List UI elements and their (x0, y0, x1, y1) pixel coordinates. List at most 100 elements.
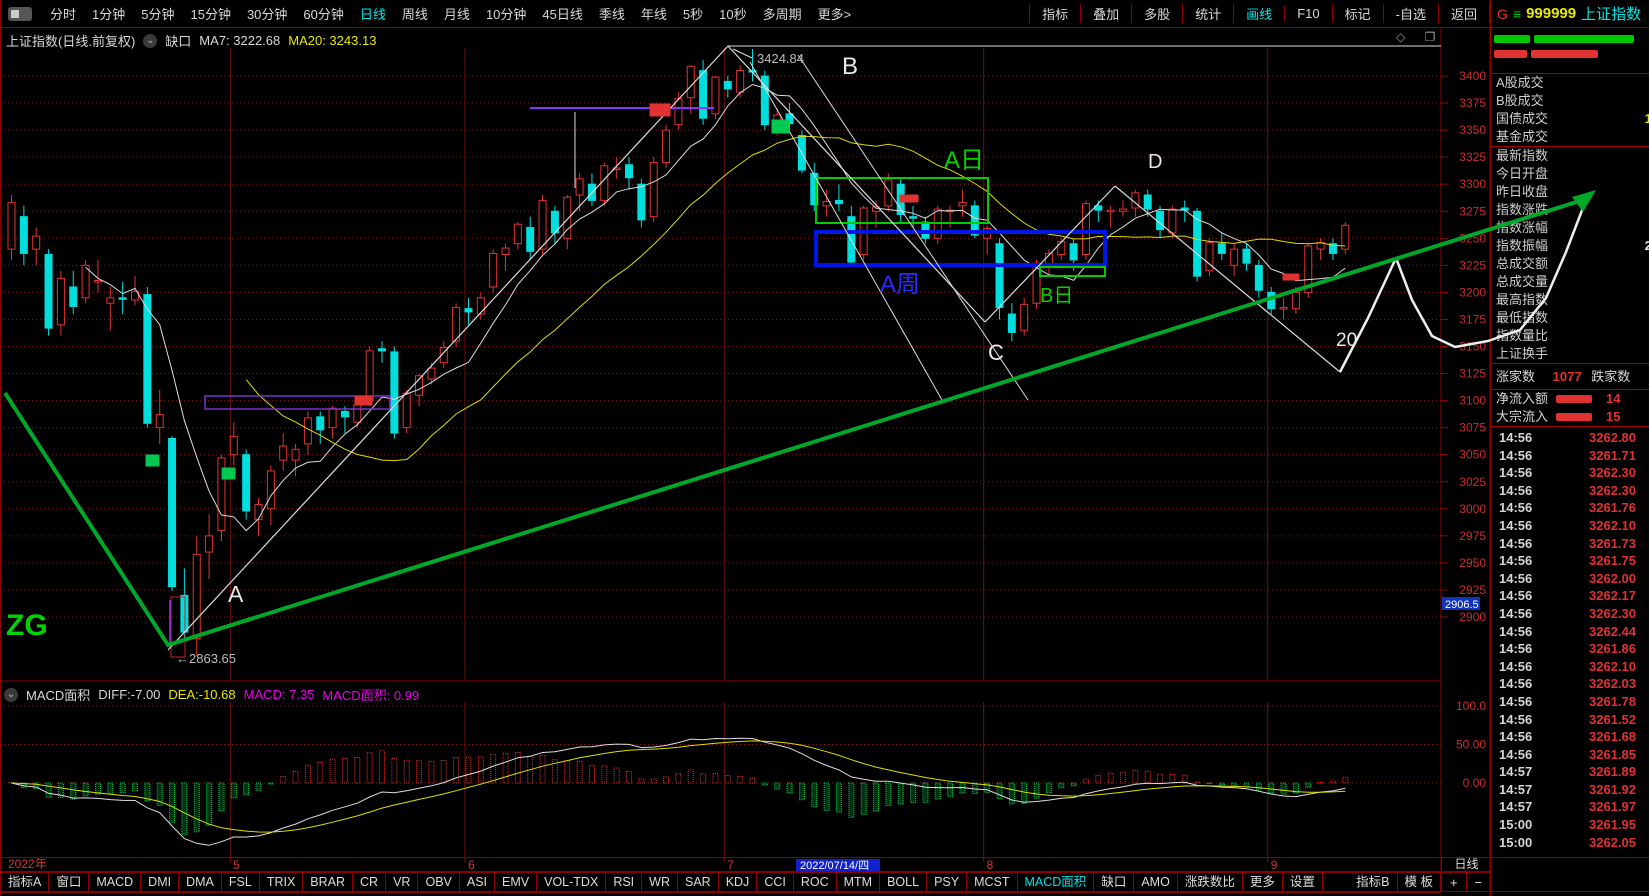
quote-row-指数涨跌: 指数涨跌 (1496, 202, 1549, 217)
svg-text:3225: 3225 (1459, 258, 1486, 272)
menu-tool-多股[interactable]: 多股 (1131, 4, 1182, 23)
indicator-tab-bar: 指标A 窗口 MACD DMI DMA FSL TRIX BRAR CR VR OBV ASI EMV V… (0, 872, 1441, 893)
menu-tool-标记[interactable]: 标记 (1331, 4, 1383, 23)
indicator-tab-KDJ[interactable]: KDJ (719, 873, 758, 892)
indicator-tab-DMA[interactable]: DMA (179, 873, 222, 892)
quote-row-指数量比: 指数量比 (1496, 328, 1549, 343)
chevron-down-icon[interactable]: ⌄ (4, 687, 18, 702)
indicator-tab-EMV[interactable]: EMV (495, 873, 538, 892)
indicator-tab-SAR[interactable]: SAR (678, 873, 719, 892)
quote-row-B股成交: B股成交 (1496, 93, 1544, 108)
flow-rows: 净流入额 14 大宗流入 15 (1491, 390, 1649, 426)
tick-row: 15:00 3261.95 (1499, 817, 1636, 833)
indicator-tab-ASI[interactable]: ASI (460, 873, 496, 892)
menu-period-分时[interactable]: 分时 (50, 7, 77, 22)
indicator-tab-VOL-TDX[interactable]: VOL-TDX (537, 873, 607, 892)
indicator-tab-PSY[interactable]: PSY (927, 873, 968, 892)
tick-row: 14:56 3262.80 (1499, 430, 1636, 445)
indicator-tab-MACD[interactable]: MACD (89, 873, 142, 892)
tick-row: 14:56 3261.76 (1499, 500, 1636, 516)
svg-text:9: 9 (1271, 858, 1278, 872)
quote-row-基金成交: 基金成交 (1496, 129, 1549, 144)
menu-period-更多>[interactable]: 更多> (817, 7, 852, 22)
svg-text:3300: 3300 (1459, 177, 1486, 191)
indicator-tab-BOLL[interactable]: BOLL (880, 873, 928, 892)
menu-period-周线[interactable]: 周线 (401, 7, 428, 22)
tick-row: 14:56 3261.71 (1499, 447, 1636, 463)
indicator-tab-窗口[interactable]: 窗口 (49, 873, 90, 892)
indicator-tab-TRIX[interactable]: TRIX (260, 873, 304, 892)
main-chart-plot[interactable] (0, 28, 1441, 858)
menu-period-季线[interactable]: 季线 (598, 7, 625, 22)
menu-tool--自选[interactable]: -自选 (1382, 4, 1438, 23)
indicator-tab-DMI[interactable]: DMI (141, 873, 180, 892)
menu-tool-F10[interactable]: F10 (1284, 6, 1331, 21)
indicator-tab-MCST[interactable]: MCST (967, 873, 1018, 892)
indicator-tab-指标B[interactable]: 指标B (1349, 873, 1398, 892)
indicator-tab-CCI[interactable]: CCI (757, 873, 794, 892)
menu-tool-叠加[interactable]: 叠加 (1080, 4, 1131, 23)
svg-text:2925: 2925 (1459, 583, 1486, 597)
indicator-tab-VR[interactable]: VR (386, 873, 419, 892)
menu-period-15分钟[interactable]: 15分钟 (190, 7, 231, 22)
indicator-tab-更多[interactable]: 更多 (1243, 873, 1283, 892)
index-rows: 最新指数今日开盘昨日收盘指数涨跌指数涨幅指数振幅2 总成交额总成交量最高指数最低指… (1491, 147, 1649, 363)
tick-row: 14:56 3262.17 (1499, 588, 1636, 604)
menu-tool-返回[interactable]: 返回 (1437, 4, 1490, 23)
zoom-out-button[interactable]: − (1465, 873, 1491, 892)
tick-row: 14:56 3262.30 (1499, 465, 1636, 481)
svg-text:3400: 3400 (1459, 69, 1486, 83)
menu-period-45日线[interactable]: 45日线 (542, 7, 583, 22)
indicator-tab-设置[interactable]: 设置 (1283, 873, 1323, 892)
tick-row: 14:56 3261.73 (1499, 535, 1636, 551)
indicator-tab-FSL[interactable]: FSL (222, 873, 260, 892)
indicator-tab-CR[interactable]: CR (353, 873, 387, 892)
svg-text:3150: 3150 (1459, 340, 1486, 354)
svg-text:3200: 3200 (1459, 285, 1486, 299)
menu-period-30分钟[interactable]: 30分钟 (246, 7, 288, 22)
indicator-tab-RSI[interactable]: RSI (606, 873, 643, 892)
window-icon[interactable] (8, 6, 32, 21)
tick-list[interactable]: 14:56 3262.80 14:56 3261.71 14:56 3262.30 14:5… (1491, 427, 1649, 852)
gap-indicator-label[interactable]: 缺口 (165, 34, 192, 49)
quote-row-昨日收盘: 昨日收盘 (1496, 184, 1549, 199)
menu-period-日线[interactable]: 日线 (359, 7, 386, 22)
menu-period-10秒[interactable]: 10秒 (719, 7, 747, 22)
tick-row: 14:56 3261.86 (1499, 641, 1636, 657)
indicator-tab-涨跌数比[interactable]: 涨跌数比 (1178, 873, 1243, 892)
quote-row-指数涨幅: 指数涨幅 (1496, 220, 1549, 235)
menu-period-月线[interactable]: 月线 (443, 7, 470, 22)
menu-period-60分钟[interactable]: 60分钟 (303, 7, 344, 22)
symbol-header[interactable]: G ≡ 999999 上证指数 (1491, 0, 1649, 27)
menu-period-5分钟[interactable]: 5分钟 (141, 7, 175, 22)
macd-indicator-name[interactable]: MACD面积 (26, 688, 91, 703)
chart-corner-icons[interactable]: ◇ ❐ (1396, 30, 1444, 44)
chevron-down-icon[interactable]: ⌄ (143, 33, 158, 48)
indicator-tab-WR[interactable]: WR (642, 873, 678, 892)
menu-period-5秒[interactable]: 5秒 (682, 7, 704, 22)
menu-tool-统计[interactable]: 统计 (1182, 4, 1233, 23)
zoom-buttons: + − (1441, 872, 1490, 892)
indicator-tab-OBV[interactable]: OBV (418, 873, 460, 892)
indicator-tab-ROC[interactable]: ROC (794, 873, 837, 892)
menu-period-多周期[interactable]: 多周期 (762, 7, 802, 22)
indicator-tab-AMO[interactable]: AMO (1134, 873, 1178, 892)
zoom-in-button[interactable]: + (1441, 873, 1466, 892)
indicator-tab-模 板[interactable]: 模 板 (1398, 873, 1441, 892)
indicator-tab-指标A[interactable]: 指标A (0, 873, 50, 892)
tick-row: 14:56 3262.00 (1499, 570, 1636, 586)
menu-period-1分钟[interactable]: 1分钟 (92, 7, 126, 22)
menu-period-10分钟[interactable]: 10分钟 (485, 7, 527, 22)
period-cell[interactable]: 日线 (1441, 858, 1491, 871)
tick-row: 14:56 3262.10 (1499, 658, 1636, 674)
menu-period-年线[interactable]: 年线 (640, 7, 667, 22)
svg-text:3275: 3275 (1459, 204, 1486, 218)
menu-tool-指标[interactable]: 指标 (1029, 4, 1080, 23)
indicator-tab-MTM[interactable]: MTM (837, 873, 881, 892)
indicator-tab-MACD面积[interactable]: MACD面积 (1018, 873, 1095, 892)
indicator-tab-BRAR[interactable]: BRAR (303, 873, 354, 892)
menu-tool-画线[interactable]: 画线 (1233, 4, 1284, 23)
tick-row: 14:56 3261.52 (1499, 711, 1636, 727)
indicator-tab-缺口[interactable]: 缺口 (1094, 873, 1135, 892)
quote-panel: G ≡ 999999 上证指数 A股成交 B股成交国债成交1 基金成交 最新指数今日… (1490, 0, 1649, 896)
